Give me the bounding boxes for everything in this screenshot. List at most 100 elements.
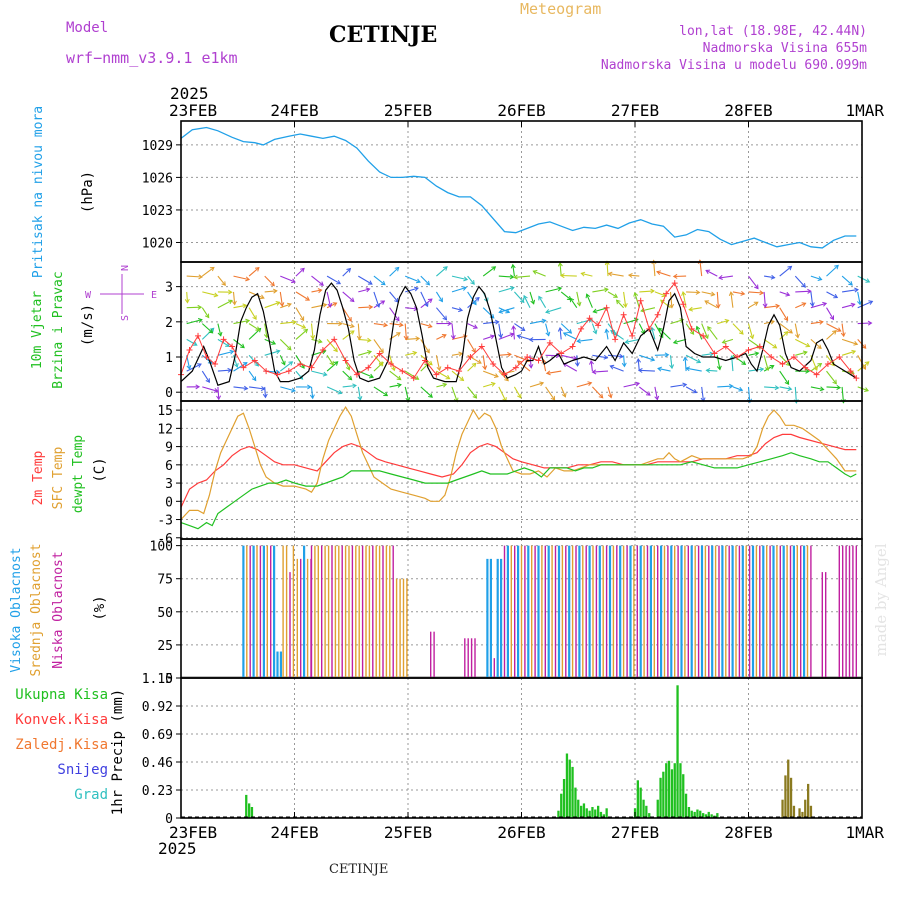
precip-bar [682, 774, 685, 818]
temp-axis-label-2m: 2m Temp [31, 450, 46, 505]
y-tick-label: 50 [157, 606, 173, 621]
wind-arrow-head [604, 328, 610, 334]
precip-bar [670, 769, 674, 818]
wind-arrow-head [242, 303, 248, 309]
cloud-axis-label-mid: Srednja Oblacnost [29, 543, 44, 676]
wind-gust-marker [756, 343, 763, 350]
wind-arrow-head [476, 359, 482, 364]
wind-gust-marker [711, 350, 718, 357]
wind-arrow-head [279, 302, 285, 307]
wind-arrow-head [286, 345, 292, 351]
wind-arrow [249, 386, 265, 390]
wind-arrow-head [309, 394, 315, 400]
wind-arrow-head [413, 286, 419, 292]
wind-arrow-head [272, 288, 278, 294]
wind-arrow [326, 291, 332, 308]
wind-arrow-head [519, 298, 525, 304]
wind-arrow [389, 267, 400, 277]
wind-arrow [467, 362, 477, 372]
wind-gust-marker [646, 325, 653, 332]
wind-gust-marker [444, 364, 451, 371]
wind-arrow-head [819, 319, 824, 325]
wind-arrow-head [510, 263, 516, 269]
wind-arrow [639, 290, 655, 293]
precip-bar [804, 799, 807, 818]
wind-arrow [795, 351, 808, 356]
wind-arrow-head [840, 332, 846, 338]
wind-arrow-head [425, 348, 430, 354]
wind-arrow-head [622, 303, 628, 308]
wind-gust-marker [558, 350, 565, 357]
wind-arrow [529, 382, 544, 388]
wind-arrow [545, 386, 556, 401]
direction-key-east: E [151, 290, 157, 301]
wind-arrow-head [397, 382, 402, 388]
x-tick-label-top: 25FEB [384, 101, 432, 120]
wind-arrow-head [281, 360, 286, 366]
wind-arrow [233, 386, 248, 390]
wind-arrow-head [574, 362, 580, 367]
pressure-unit-label: (hPa) [80, 171, 96, 213]
wind-arrow [451, 307, 463, 311]
wind-arrow [592, 288, 608, 293]
wind-arrow [545, 307, 562, 313]
y-tick-label: 0 [165, 386, 173, 401]
wind-gust-marker [195, 332, 202, 339]
wind-arrow-head [807, 288, 812, 294]
x-tick-label-bottom: 23FEB [169, 823, 217, 842]
wind-arrow-head [704, 334, 709, 340]
precip-bar [679, 763, 682, 818]
wind-arrow [706, 369, 718, 372]
x-tick-label-top: 23FEB [169, 101, 217, 120]
wind-gust-marker [490, 361, 497, 368]
wind-arrow [857, 300, 873, 309]
wind-arrow [233, 319, 250, 325]
wind-arrow-head [288, 361, 294, 366]
wind-arrow-head [205, 378, 210, 383]
wind-arrow-head [229, 349, 235, 355]
precip-bar [798, 808, 801, 818]
wind-arrow [310, 323, 314, 339]
wind-arrow-head [801, 302, 807, 307]
elevation: Nadmorska Visina 655m [702, 41, 867, 56]
wind-arrow [326, 361, 339, 372]
wind-arrow-head [669, 303, 675, 309]
wind-arrow-head [788, 329, 793, 334]
wind-gust-marker [813, 371, 820, 378]
wind-arrow-head [184, 298, 190, 304]
wind-arrow-head [513, 274, 518, 280]
wind-arrow [342, 330, 355, 340]
wind-arrow-head [412, 350, 418, 356]
wind-arrow [264, 301, 280, 309]
wind-gust-marker [535, 357, 542, 364]
wind-gust-marker [251, 357, 258, 364]
year-label-bottom: 2025 [158, 839, 197, 858]
wind-arrow [841, 386, 845, 403]
wind-arrow [638, 323, 645, 334]
y-tick-label: 3 [165, 281, 173, 296]
wind-arrow-head [305, 296, 311, 301]
precip-bar [605, 808, 608, 818]
precip-bar [562, 779, 566, 818]
wind-arrow [202, 386, 218, 392]
wind-arrow [420, 323, 432, 328]
wind-arrow [826, 386, 841, 389]
wind-arrow [498, 370, 509, 382]
wind-arrow [653, 260, 656, 277]
wind-arrow [202, 291, 218, 297]
wind-arrow [264, 323, 268, 338]
precip-bar [585, 808, 588, 818]
wind-arrow [763, 355, 769, 371]
wind-arrow [342, 268, 351, 277]
wind-arrow-head [509, 274, 515, 280]
wind-arrow-head [754, 351, 760, 357]
wind-arrow-head [654, 395, 660, 401]
wind-arrow [389, 370, 402, 381]
wind-arrow [248, 307, 257, 320]
wind-axis-label-1: 10m Vjetar [30, 291, 45, 369]
y-tick-label: 0.46 [142, 756, 173, 771]
wind-gust-marker [654, 311, 661, 318]
wind-gust-marker [603, 304, 610, 311]
wind-arrow-head [240, 343, 245, 349]
wind-arrow-head [251, 376, 257, 382]
